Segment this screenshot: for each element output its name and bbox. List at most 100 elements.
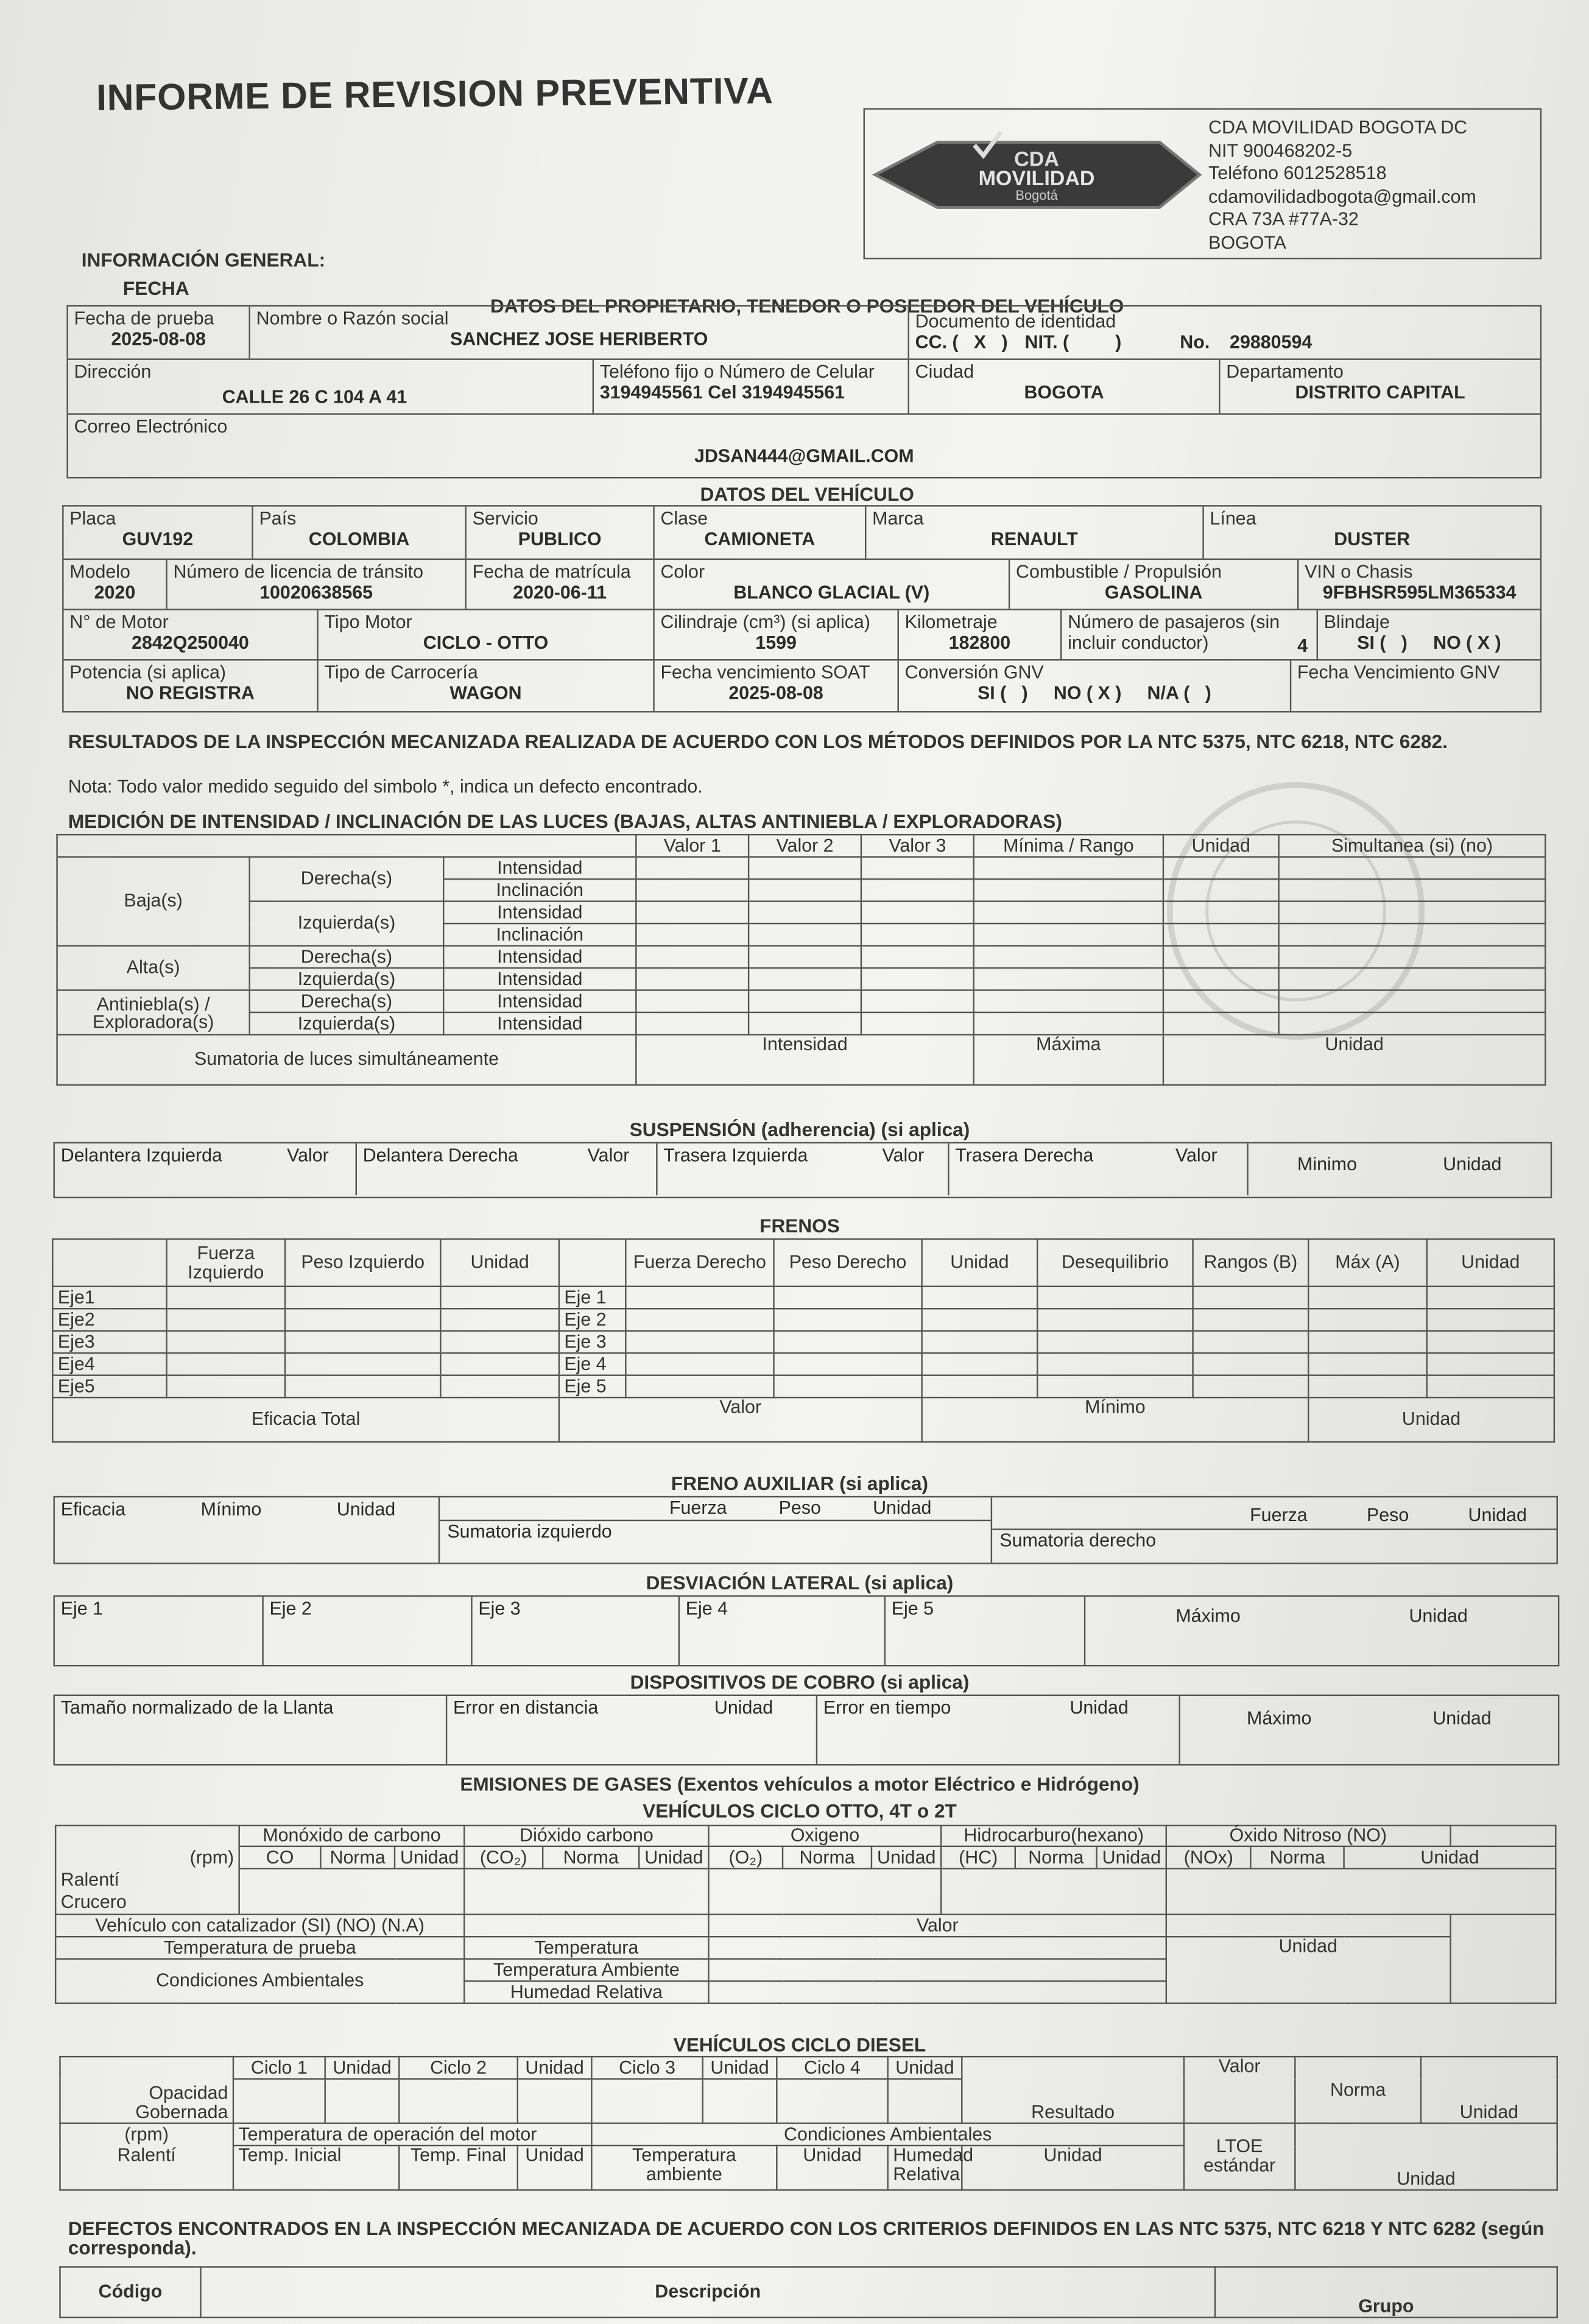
diesel-unidad-text: Unidad xyxy=(887,2055,963,2080)
otto-gases-3-text: (HC) xyxy=(940,1846,1016,1870)
col-unidad: Unidad xyxy=(1162,833,1280,858)
vehicle-pasajeros-label-text: Número de pasajeros (sin incluir conduct… xyxy=(1068,612,1280,654)
brakes-heading: FRENOS xyxy=(759,1214,840,1237)
company-address: CRA 73A #77A-32 xyxy=(1208,208,1359,230)
diesel-valor-text: Valor xyxy=(1183,2055,1296,2124)
diesel-temp-ini-text: Temp. Inicial xyxy=(232,2144,400,2191)
otto-rpm-text: (rpm) xyxy=(189,1847,234,1868)
lights-sum-unit-text: Unidad xyxy=(1162,1034,1546,1086)
vehicle-color-label-text: Color xyxy=(660,561,705,582)
diesel-ciclos-0-text: Ciclo 1 xyxy=(232,2055,326,2080)
vehicle-cilindraje-value-text: 1599 xyxy=(755,632,797,654)
aux-brake-unidad-text: Unidad xyxy=(336,1499,396,1520)
otto-gases-2-text: (O₂) xyxy=(708,1846,784,1870)
otto-groups-4-text: Óxido Nitroso (NO) xyxy=(1165,1824,1451,1848)
suspension-cells-1-text: Valor xyxy=(287,1145,329,1166)
cc-checkbox: CC. ( X ) xyxy=(915,331,1008,353)
suspension-table: Delantera Izquierda Valor Delantera Derec… xyxy=(53,1142,1552,1199)
otto-temp-amb-text: Temperatura Ambiente xyxy=(463,1958,710,1982)
lights-derecha-text: Derecha(s) xyxy=(248,989,445,1014)
lateral-heading: DESVIACIÓN LATERAL (si aplica) xyxy=(646,1571,954,1594)
otto-humedad-text: Humedad Relativa xyxy=(463,1980,710,2004)
brake-row-eje3: Eje3 Eje 3 xyxy=(52,1330,1556,1354)
meters-unidad-text: Unidad xyxy=(1432,1708,1492,1729)
brakes-axles-right-3-text: Eje 4 xyxy=(558,1352,627,1376)
brakes-axles-left-4-text: Eje5 xyxy=(52,1374,167,1399)
vehicle-table: Placa GUV192 País COLOMBIA Servicio PUBLICO… xyxy=(62,505,1542,713)
owner-departamento-label-text: Departamento xyxy=(1226,361,1344,383)
vehicle-pais-label-text: País xyxy=(259,508,297,529)
brakes-right-cols-2-text: Unidad xyxy=(921,1238,1038,1287)
lights-intensidad-text: Intensidad xyxy=(443,900,637,925)
otto-norma-text: Norma xyxy=(320,1846,396,1870)
vehicle-combustible-label-text: Combustible / Propulsión xyxy=(1016,561,1222,582)
company-city: BOGOTA xyxy=(1208,231,1286,253)
vehicle-linea-label-text: Línea xyxy=(1210,508,1256,529)
lights-derecha-text: Derecha(s) xyxy=(248,945,445,969)
vehicle-carroceria-value-text: WAGON xyxy=(449,682,522,704)
vehicle-gnv-venc-label-text: Fecha Vencimiento GNV xyxy=(1297,662,1500,683)
meters-unidad-text: Unidad xyxy=(714,1697,773,1718)
otto-groups-2-text: Oxigeno xyxy=(708,1824,942,1848)
lights-sum-max-text: Máxima xyxy=(973,1034,1164,1086)
brakes-axles-left-0-text: Eje1 xyxy=(52,1285,167,1310)
results-heading: RESULTADOS DE LA INSPECCIÓN MECANIZADA R… xyxy=(68,730,1448,753)
brakes-axles-right-0-text: Eje 1 xyxy=(558,1285,627,1310)
pasajeros-field: Número de pasajeros (sin incluir conduct… xyxy=(1062,610,1319,660)
vehicle-color-value-text: BLANCO GLACIAL (V) xyxy=(733,582,930,603)
aux-brake-peso-text: Peso xyxy=(778,1497,821,1519)
otto-condiciones-text: Condiciones Ambientales xyxy=(54,1958,465,2004)
otto-norma-text: Norma xyxy=(781,1846,873,1870)
linea-field: Línea DUSTER xyxy=(1204,507,1540,559)
brakes-left-cols-0-text: Fuerza Izquierdo xyxy=(166,1238,286,1287)
lateral-axles-2-text: Eje 3 xyxy=(473,1597,680,1665)
otto-gases-1-text: (CO₂) xyxy=(463,1846,544,1870)
motor-field: N° de Motor 2842Q250040 xyxy=(64,610,319,660)
vehicle-soat-value-text: 2025-08-08 xyxy=(728,682,823,704)
diesel-temp-amb-text: Temperatura ambiente xyxy=(591,2144,778,2191)
brakes-left-cols-2-text: Unidad xyxy=(440,1238,560,1287)
brakes-axles-left-2-text: Eje3 xyxy=(52,1330,167,1354)
col-grupo: Grupo xyxy=(1214,2266,1558,2319)
vehicle-gnv-value-text: SI ( ) NO ( X ) N/A ( ) xyxy=(977,682,1211,704)
owner-telefono-label-text: Teléfono fijo o Número de Celular xyxy=(599,361,875,383)
owner-correo-value-text: JDSAN444@GMAIL.COM xyxy=(694,445,914,467)
report-title: INFORME DE REVISION PREVENTIVA xyxy=(96,70,774,119)
suspension-cells-5-text: Valor xyxy=(882,1145,925,1166)
diesel-rpm-text: (rpm) xyxy=(124,2124,169,2145)
diesel-temp-op-text: Temperatura de operación del motor xyxy=(232,2122,593,2147)
row-antiniebla: Antiniebla(s) / Exploradora(s) xyxy=(56,989,250,1036)
vehicle-matricula-label-text: Fecha de matrícula xyxy=(472,561,631,582)
carroceria-field: Tipo de Carrocería WAGON xyxy=(319,660,655,712)
general-info-heading: INFORMACIÓN GENERAL: xyxy=(81,249,326,271)
vehicle-matricula-value-text: 2020-06-11 xyxy=(513,582,607,603)
brakes-right-cols-0-text: Fuerza Derecho xyxy=(625,1238,775,1287)
owner-nombre-label-text: Nombre o Razón social xyxy=(256,308,449,329)
lights-izquierda-text: Izquierda(s) xyxy=(248,967,445,991)
sumatoria-luces: Sumatoria de luces simultáneamente xyxy=(56,1034,637,1086)
diesel-heading: VEHÍCULOS CICLO DIESEL xyxy=(673,2033,926,2056)
vehicle-vin-value-text: 9FBHSR595LM365334 xyxy=(1322,582,1517,603)
documento-no-label: No. xyxy=(1180,331,1210,353)
vehicle-motor-value-text: 2842Q250040 xyxy=(132,632,249,654)
lateral-table: Eje 1 Eje 2 Eje 3 Eje 4 Eje 5 Máximo Unid… xyxy=(53,1595,1560,1667)
otto-table: (rpm) Ralentí Crucero Monóxido de carbono D… xyxy=(54,1824,1557,2004)
diesel-unidad-text: Unidad xyxy=(516,2144,593,2191)
vehicle-marca-label-text: Marca xyxy=(872,508,924,529)
otto-unidad-text: Unidad xyxy=(1165,1935,1451,2004)
lights-intensidad-text: Intensidad xyxy=(443,967,637,991)
nombre-field: Nombre o Razón social SANCHEZ JOSE HERIBE… xyxy=(250,306,909,359)
otto-unidad-text: Unidad xyxy=(393,1846,465,1870)
col-codigo: Código xyxy=(59,2266,202,2319)
brakes-table: Fuerza Izquierdo Peso Izquierdo Unidad Fue… xyxy=(52,1238,1556,1443)
company-info: CDA MOVILIDAD BOGOTA DC NIT 900468202-5 … xyxy=(1208,117,1476,255)
suspension-cells-9-text: Unidad xyxy=(1443,1154,1502,1175)
departamento-field: Departamento DISTRITO CAPITAL xyxy=(1221,360,1540,414)
owner-table: Fecha de prueba 2025-08-08 Nombre o Razón… xyxy=(66,305,1542,479)
logo-bogota-text: Bogotá xyxy=(1015,188,1058,203)
owner-documento-label-text: Documento de identidad xyxy=(915,311,1116,332)
vehicle-cilindraje-label-text: Cilindraje (cm³) (si aplica) xyxy=(660,612,870,633)
gnv-vencimiento-field: Fecha Vencimiento GNV xyxy=(1291,660,1540,711)
lights-derecha-text: Derecha(s) xyxy=(248,856,445,902)
otto-heading: VEHÍCULOS CICLO OTTO, 4T o 2T xyxy=(643,1800,957,1822)
